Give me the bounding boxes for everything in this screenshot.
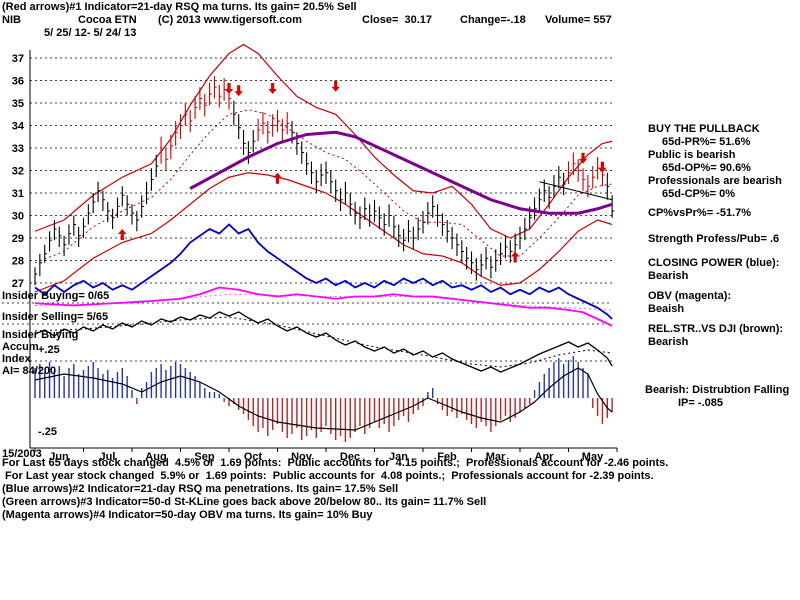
svg-text:27: 27 bbox=[12, 278, 24, 290]
ticker-symbol: NIB bbox=[2, 14, 21, 26]
ai-value-label: AI= 84/200 bbox=[2, 365, 57, 377]
svg-text:Oct: Oct bbox=[244, 451, 263, 463]
signal-arrows bbox=[118, 80, 607, 263]
indicator4-legend: (Magenta arrows)#4 Indicator=50-day OBV … bbox=[2, 509, 373, 521]
svg-text:28: 28 bbox=[12, 256, 24, 268]
public-sentiment: Public is bearish bbox=[648, 149, 736, 161]
svg-text:Feb: Feb bbox=[437, 451, 457, 463]
ip-value: IP= -.085 bbox=[678, 397, 723, 409]
accum-minus-tick: -.25 bbox=[38, 426, 57, 438]
svg-text:32: 32 bbox=[12, 166, 24, 178]
cp-percent-value: 65d-CP%= 0% bbox=[662, 188, 736, 200]
indicator1-legend: (Red arrows)#1 Indicator=21-day RSQ ma t… bbox=[2, 1, 357, 13]
accum-plus-tick: +.25 bbox=[38, 344, 60, 356]
svg-text:Jul: Jul bbox=[100, 451, 116, 463]
resistance-trendline bbox=[539, 181, 613, 201]
purple-long-ma-line bbox=[189, 130, 613, 215]
accum-pane-title-2: Accum bbox=[2, 341, 39, 353]
svg-text:Dec: Dec bbox=[340, 451, 360, 463]
close-value: Close= 30.17 bbox=[362, 14, 433, 26]
svg-text:31: 31 bbox=[12, 188, 24, 200]
axes: Jun Jul Aug Sep Oct Nov Dec Jan Feb Mar Apr May bbox=[29, 50, 618, 463]
svg-text:Jun: Jun bbox=[49, 451, 69, 463]
closing-power-status: Bearish bbox=[648, 270, 689, 282]
change-value: Change=-.18 bbox=[460, 14, 526, 26]
obv-ma-dotted-line bbox=[34, 293, 613, 311]
op-percent-value: 65d-OP%= 90.6% bbox=[662, 162, 751, 174]
insider-selling-label: Insider Selling= 5/65 bbox=[2, 311, 109, 323]
svg-text:34: 34 bbox=[12, 121, 25, 133]
svg-text:Apr: Apr bbox=[535, 451, 555, 463]
insider-buying-label: Insider Buying= 0/65 bbox=[2, 290, 110, 302]
strength-ratio-value: Strength Profess/Pub= .6 bbox=[648, 233, 780, 245]
copyright-label: (C) 2013 www.tigersoft.com bbox=[158, 14, 302, 26]
svg-text:Aug: Aug bbox=[145, 451, 166, 463]
volume-value: Volume= 557 bbox=[545, 14, 612, 26]
accum-pane-title-1: Insider Buying bbox=[2, 329, 79, 341]
indicator3-legend: (Green arrows)#3 Indicator=50-d St-KLine… bbox=[2, 496, 487, 508]
obv-line bbox=[34, 286, 613, 327]
rel-strength-ma-dotted-line bbox=[34, 316, 613, 368]
accum-osc-line bbox=[34, 367, 613, 431]
obv-header: OBV (magenta): bbox=[648, 290, 732, 302]
svg-text:37: 37 bbox=[12, 53, 24, 65]
upper-band-line bbox=[34, 43, 613, 239]
svg-text:35: 35 bbox=[12, 98, 24, 110]
rel-strength-status: Bearish bbox=[648, 336, 689, 348]
svg-text:36: 36 bbox=[12, 76, 24, 88]
svg-text:Nov: Nov bbox=[291, 451, 313, 463]
closing-power-header: CLOSING POWER (blue): bbox=[648, 257, 780, 269]
rsq-ma-dotted-line bbox=[34, 109, 613, 264]
indicator2-legend: (Blue arrows)#2 Indicator=21-day RSQ ma … bbox=[2, 483, 399, 495]
closing-power-line bbox=[34, 223, 613, 320]
advice-headline: BUY THE PULLBACK bbox=[648, 123, 760, 135]
rel-strength-line bbox=[34, 311, 613, 373]
distribution-status: Bearish: Distrubtion Falling bbox=[645, 384, 790, 396]
cp-vs-pr-value: CP%vsPr%= -51.7% bbox=[648, 207, 752, 219]
bottom-left-code: 15/2003 bbox=[2, 448, 42, 460]
footer-year-summary: For Last year stock changed 5.9% or 1.69… bbox=[2, 470, 654, 482]
price-bars bbox=[34, 76, 615, 286]
accum-pane-title-3: Index bbox=[2, 353, 31, 365]
svg-text:29: 29 bbox=[12, 233, 24, 245]
svg-text:May: May bbox=[582, 451, 604, 463]
obv-status: Beaish bbox=[648, 303, 685, 315]
pr-percent-value: 65d-PR%= 51.6% bbox=[662, 136, 751, 148]
rel-strength-header: REL.STR..VS DJI (brown): bbox=[648, 323, 784, 335]
svg-text:33: 33 bbox=[12, 143, 24, 155]
security-name: Cocoa ETN bbox=[78, 14, 137, 26]
svg-text:Mar: Mar bbox=[486, 451, 506, 463]
date-range: 5/ 25/ 12- 5/ 24/ 13 bbox=[44, 27, 137, 39]
professional-sentiment: Professionals are bearish bbox=[648, 175, 782, 187]
svg-text:Jan: Jan bbox=[389, 451, 408, 463]
footer-65day-summary: For Last 65 days stock changed 4.5% or 1… bbox=[2, 457, 669, 469]
svg-text:30: 30 bbox=[12, 211, 24, 223]
svg-text:Sep: Sep bbox=[194, 451, 214, 463]
accum-index-histogram bbox=[34, 356, 613, 442]
